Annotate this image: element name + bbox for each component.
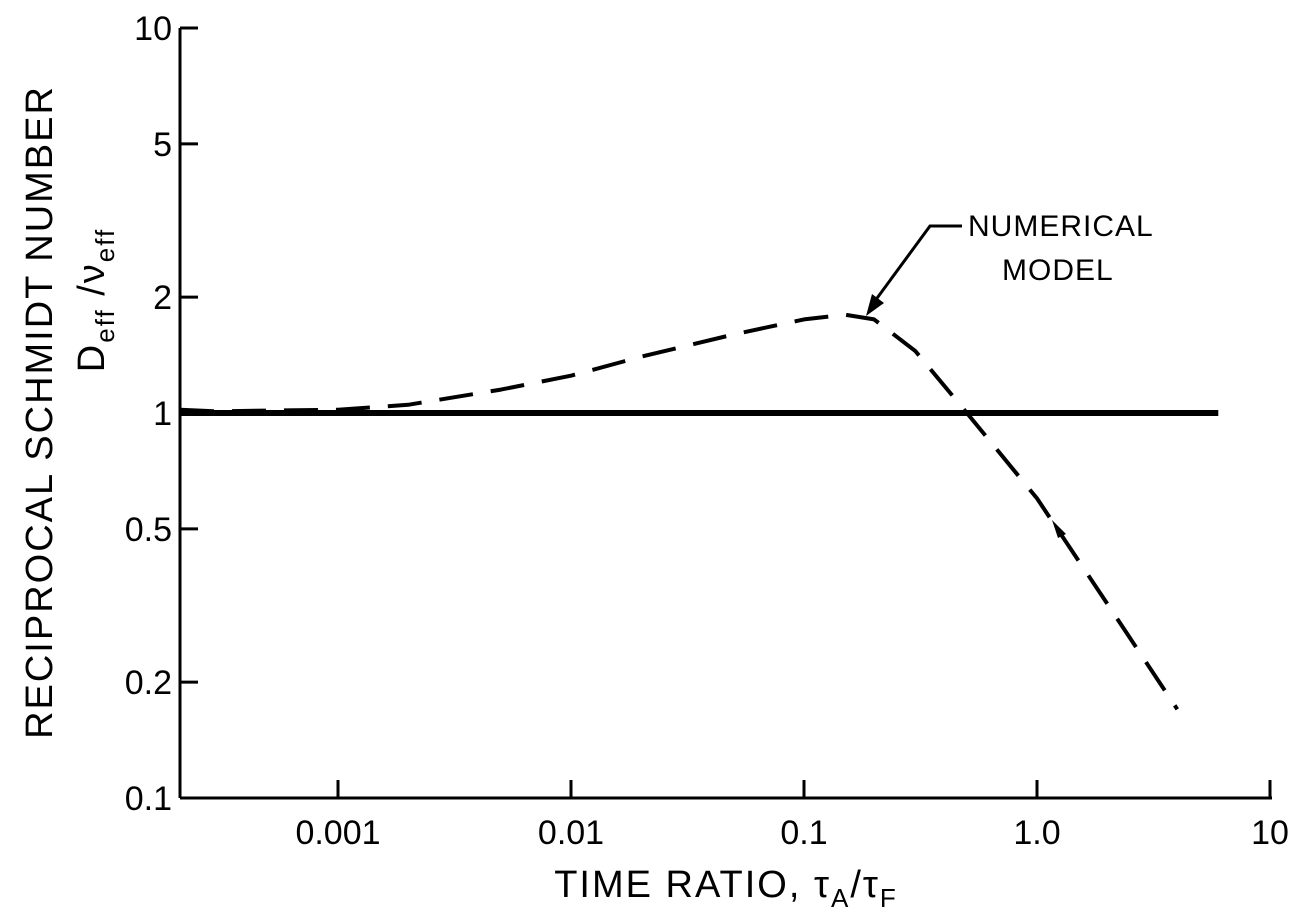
y-tick-label: 0.1 (125, 780, 172, 818)
annotation-label-line1: NUMERICAL (968, 210, 1154, 243)
x-tick-label: 10 (1251, 814, 1289, 852)
x-axis-title-sub1: A (831, 883, 850, 913)
y-tick-label: 0.2 (125, 664, 172, 702)
annotation: NUMERICAL MODEL (866, 210, 1154, 316)
y-ticks: 0.1 0.2 0.5 1 2 5 10 (125, 10, 198, 818)
x-tick-label: 0.01 (538, 814, 604, 852)
x-tick-label: 0.001 (295, 814, 380, 852)
x-tick-label: 1.0 (1013, 814, 1060, 852)
y-axis-title: RECIPROCAL SCHMIDT NUMBER (19, 85, 61, 739)
y-axis-title-2-slash: /ν (71, 262, 113, 308)
y-tick-label: 2 (153, 279, 172, 317)
y-axis-title-2-sub2: eff (90, 228, 120, 262)
y-tick-label: 0.5 (125, 511, 172, 549)
annotation-arrowhead (866, 294, 884, 316)
x-axis-title: TIME RATIO, τA/τF (554, 864, 898, 913)
y-tick-label: 1 (153, 395, 172, 433)
x-axis-title-main: TIME RATIO, τ (554, 864, 831, 906)
annotation-leader-line (870, 224, 962, 306)
x-axis-title-slash: /τ (850, 864, 880, 906)
series-layer (179, 312, 1219, 711)
y-axis-title-2: Deff /νeff (71, 228, 120, 372)
x-ticks: 0.001 0.01 0.1 1.0 10 (295, 780, 1289, 852)
x-tick-label: 0.1 (780, 814, 827, 852)
x-axis-title-sub2: F (880, 883, 898, 913)
numerical-model-line (179, 312, 1179, 711)
y-tick-label: 5 (153, 126, 172, 164)
y-axis-title-2-sub1: eff (90, 308, 120, 342)
curve-marker-arrow (1052, 520, 1066, 538)
y-tick-label: 10 (134, 10, 172, 48)
annotation-label-line2: MODEL (1002, 254, 1114, 287)
y-axis-title-2-main: D (71, 343, 113, 372)
